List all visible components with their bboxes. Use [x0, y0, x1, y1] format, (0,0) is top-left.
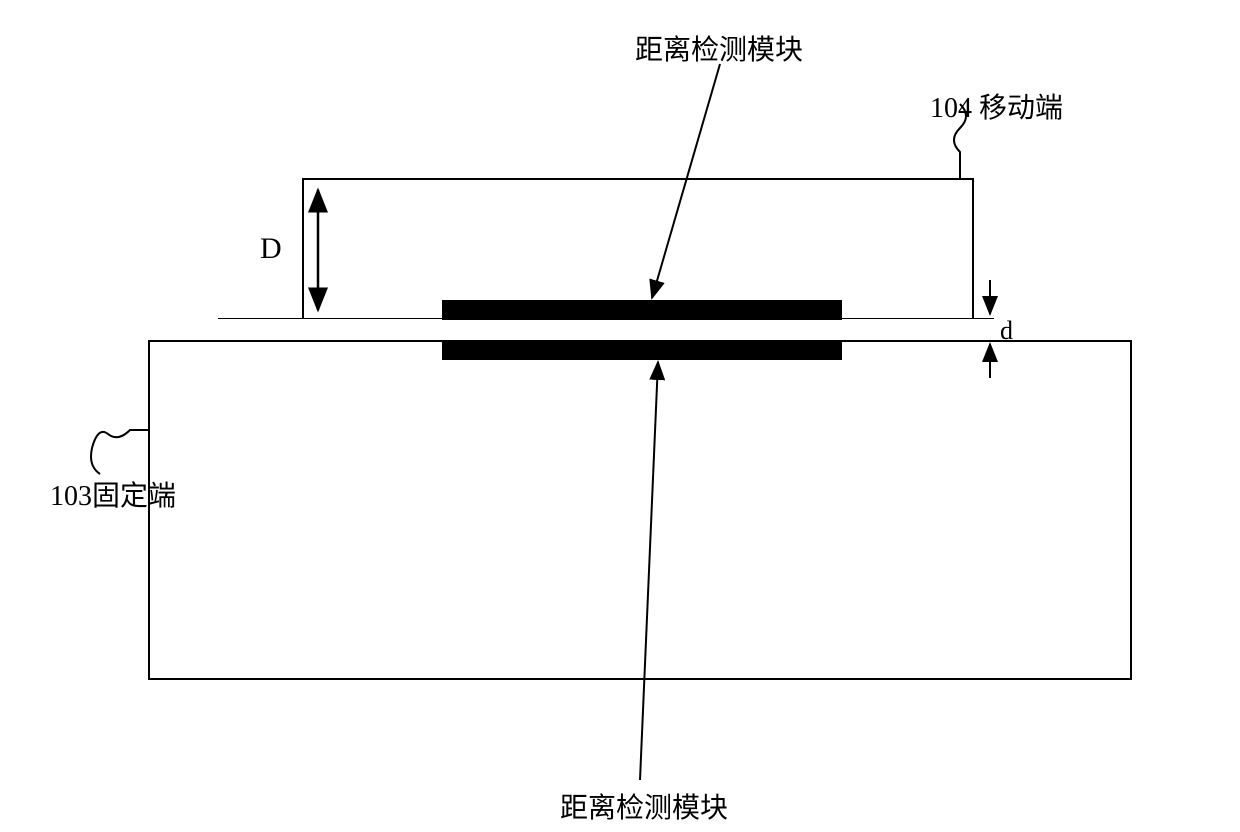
mobile-end-box [302, 178, 974, 318]
mobile-end-label: 104 移动端 [930, 86, 1063, 126]
dimension-D-label: D [260, 232, 282, 266]
top-module-label: 距离检测模块 [635, 28, 803, 68]
bottom-module-label: 距离检测模块 [560, 786, 728, 826]
detection-module-bottom-bar [442, 340, 842, 360]
fixed-end-label: 103固定端 [50, 474, 176, 514]
detection-module-top-bar [442, 300, 842, 320]
dimension-d-label: d [1000, 316, 1013, 346]
diagram-root: 距离检测模块 104 移动端 103固定端 距离检测模块 D d [0, 0, 1240, 832]
fixed-end-squiggle [91, 430, 148, 474]
fixed-end-box [148, 340, 1132, 680]
